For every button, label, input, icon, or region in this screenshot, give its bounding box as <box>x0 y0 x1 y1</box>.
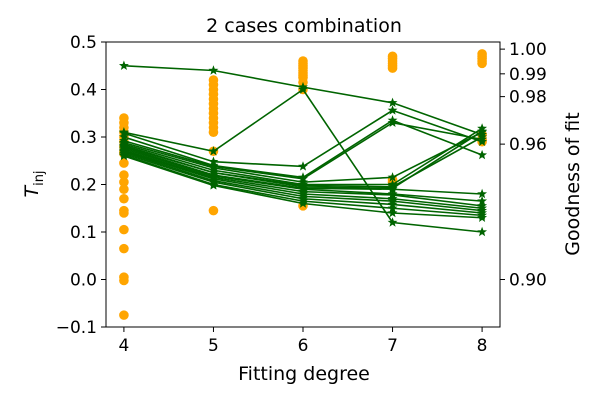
goodness-marker <box>298 198 308 208</box>
goodness-marker <box>387 184 398 194</box>
scatter-point <box>208 127 219 138</box>
scatter-point <box>119 193 129 204</box>
y-tick-label: 0.5 <box>70 33 97 53</box>
x-axis: 4 5 6 7 8 <box>118 327 488 356</box>
x-tick-label: 6 <box>298 336 309 356</box>
y-axis-label: Tinj <box>21 170 47 197</box>
goodness-marker <box>298 84 308 94</box>
goodness-lines-layer <box>118 60 488 237</box>
scatter-point <box>119 170 129 180</box>
goodness-marker <box>477 212 488 222</box>
scatter-point <box>119 177 129 187</box>
goodness-marker <box>118 150 129 161</box>
goodness-marker <box>387 217 398 227</box>
scatter-point <box>477 58 487 69</box>
goodness-marker <box>387 97 398 108</box>
x-tick-label: 7 <box>387 336 398 356</box>
y2-tick-label: 0.96 <box>509 135 547 155</box>
y-tick-label: 0.4 <box>70 81 97 101</box>
goodness-marker <box>387 207 398 218</box>
goodness-marker <box>477 195 488 206</box>
y2-tick-label: 1.00 <box>509 40 547 60</box>
y-axis-label-subscript: inj <box>32 170 47 185</box>
y2-tick-label: 0.99 <box>509 65 547 85</box>
goodness-marker <box>477 126 488 136</box>
goodness-marker <box>208 146 219 156</box>
y-tick-label: 0.3 <box>70 128 97 148</box>
scatter-point <box>387 63 398 73</box>
scatter-point <box>119 158 129 168</box>
x-axis-label: Fitting degree <box>238 363 370 385</box>
y2-tick-label: 0.98 <box>509 88 547 108</box>
y-axis-right: 0.90 0.96 0.98 0.99 1.00 <box>500 40 547 291</box>
x-tick-label: 4 <box>118 336 129 356</box>
scatter-point <box>119 224 129 235</box>
goodness-marker <box>477 226 488 237</box>
x-tick-label: 8 <box>477 336 488 356</box>
goodness-marker <box>208 180 219 190</box>
goodness-marker <box>387 203 398 213</box>
goodness-marker <box>118 60 129 70</box>
goodness-marker <box>477 131 488 142</box>
goodness-marker <box>387 105 398 115</box>
goodness-marker <box>387 172 398 182</box>
scatter-point <box>119 243 129 254</box>
y2-axis-label: Goodness of fit <box>562 112 584 255</box>
goodness-marker <box>477 188 488 199</box>
goodness-marker <box>387 117 398 127</box>
scatter-point <box>119 208 129 218</box>
y-axis-label-main: T <box>21 185 43 198</box>
y-tick-label: 0.0 <box>70 271 97 291</box>
y2-tick-label: 0.90 <box>509 271 547 291</box>
scatter-point <box>119 310 129 320</box>
y-tick-label: −0.1 <box>56 318 97 338</box>
scatter-point <box>119 275 129 286</box>
scatter-point <box>119 184 129 195</box>
y-tick-label: 0.1 <box>70 223 97 243</box>
scatter-point <box>208 205 219 216</box>
goodness-marker <box>208 65 219 75</box>
goodness-marker <box>298 161 308 171</box>
chart-title: 2 cases combination <box>206 15 402 37</box>
y-tick-label: 0.2 <box>70 176 97 196</box>
y-axis-left: −0.1 0.0 0.1 0.2 0.3 0.4 0.5 <box>56 33 106 338</box>
x-tick-label: 5 <box>208 336 219 356</box>
goodness-marker <box>477 149 488 160</box>
